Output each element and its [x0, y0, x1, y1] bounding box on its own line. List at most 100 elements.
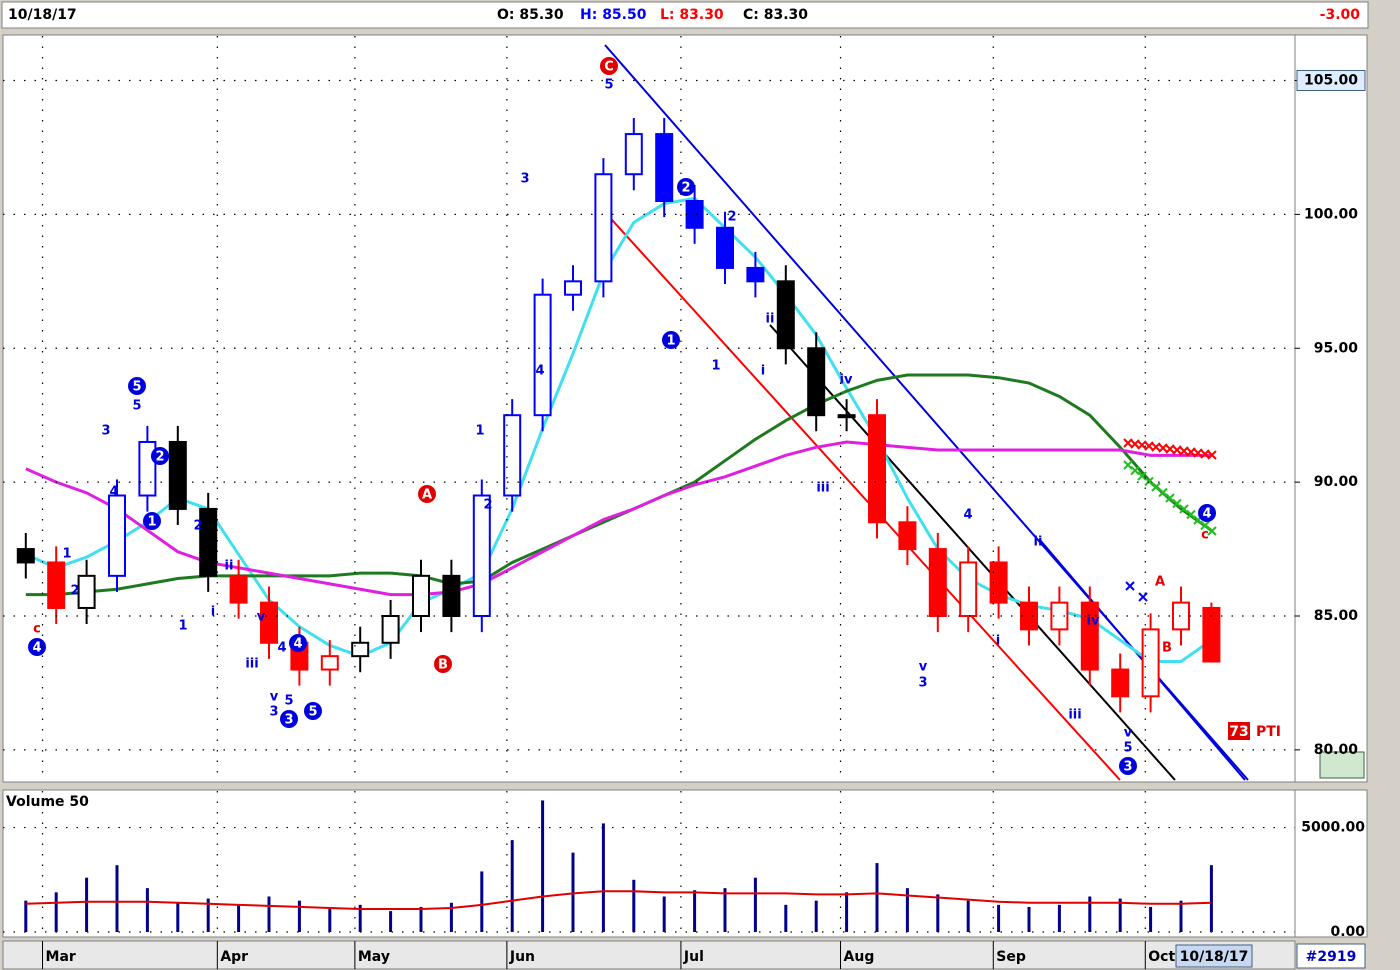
marker	[1130, 465, 1140, 476]
wave-circle	[677, 178, 695, 196]
marker	[1137, 440, 1147, 450]
wave-label: 2	[193, 519, 202, 534]
footer-id: #2919	[1306, 949, 1357, 965]
footer-date-box	[1175, 944, 1253, 968]
wave-label: c	[33, 622, 41, 637]
wave-label: iv	[840, 373, 853, 388]
volume-bar	[328, 909, 332, 932]
marker	[1151, 442, 1161, 452]
wave-label: iii	[245, 657, 258, 672]
x-tick-label: Oct	[1148, 949, 1175, 965]
volume-bar	[571, 852, 575, 932]
candle-body	[320, 655, 339, 671]
candle-body	[472, 494, 491, 618]
wave-label: 1	[147, 515, 156, 530]
wave-circle	[1119, 757, 1137, 775]
wave-label: v	[919, 660, 928, 675]
header-high: H: 85.50	[580, 7, 647, 23]
wave-label: 5	[132, 399, 141, 414]
volume-bar	[24, 900, 28, 932]
volume-bar	[267, 896, 271, 932]
volume-bar	[85, 877, 89, 932]
x-tick-label: Apr	[220, 949, 248, 965]
volume-bar	[1209, 865, 1213, 932]
marker	[1158, 443, 1168, 453]
volume-bar	[1149, 906, 1153, 932]
volume-bar	[905, 888, 909, 932]
candle-body	[746, 266, 765, 283]
wave-circle	[143, 512, 161, 530]
x-tick-label: Aug	[844, 949, 875, 965]
wave-label: 5	[132, 380, 141, 395]
marker	[1158, 487, 1168, 498]
moving-average	[25, 440, 1212, 597]
header-low: L: 83.30	[660, 7, 724, 23]
moving-average	[25, 196, 1213, 664]
header-bar	[1, 1, 1369, 29]
candle-body	[381, 615, 400, 644]
marker	[1125, 581, 1135, 591]
wave-label: ii	[1034, 535, 1043, 550]
wave-label: 1	[666, 334, 675, 349]
volume-bar	[389, 911, 393, 932]
y-tick-label: 90.00	[1314, 474, 1359, 490]
volume-bar	[115, 865, 119, 932]
marker	[1179, 504, 1189, 514]
wave-label: i	[761, 364, 765, 379]
wave-label: 2	[681, 181, 690, 196]
candle-body	[533, 293, 552, 417]
candle-body	[716, 226, 734, 269]
volume-bar	[358, 904, 362, 932]
volume-bar	[145, 888, 149, 932]
wave-label: 3	[918, 676, 927, 691]
y-tick-label: 0.00	[1330, 924, 1365, 940]
header-date: 10/18/17	[8, 7, 77, 23]
marker	[1123, 438, 1133, 448]
candle-body	[685, 200, 704, 229]
volume-title: Volume 50	[6, 794, 89, 810]
volume-bar	[632, 879, 636, 932]
candle-body	[199, 507, 218, 577]
wave-label: B	[438, 658, 448, 673]
marker	[1165, 493, 1175, 503]
candle-body	[77, 574, 96, 609]
volume-bar	[1027, 906, 1031, 932]
volume-bar	[510, 840, 514, 932]
tick-highlight	[1296, 70, 1366, 92]
marker	[1144, 476, 1154, 487]
wave-label: 1	[711, 359, 720, 374]
wave-circle	[434, 655, 452, 673]
volume-bar	[693, 890, 697, 932]
candle-body	[837, 414, 856, 419]
marker	[1137, 471, 1147, 481]
candle-body	[229, 574, 248, 604]
wave-label: A	[1155, 575, 1165, 590]
volume-bar	[753, 877, 757, 932]
wave-label: iii	[1068, 708, 1081, 723]
candle-body	[1050, 601, 1069, 631]
wave-circle	[128, 377, 146, 395]
candle-body	[594, 173, 613, 283]
marker	[1186, 509, 1196, 520]
volume-bar	[601, 823, 605, 932]
candle-body	[108, 494, 126, 577]
wave-label: B	[1162, 641, 1172, 656]
wave-label: C	[604, 60, 614, 75]
y-tick-label: 85.00	[1314, 608, 1359, 624]
wave-circle	[28, 638, 46, 656]
marker	[1186, 447, 1196, 457]
footer-date: 10/18/17	[1180, 949, 1249, 965]
wave-circle	[418, 485, 436, 503]
volume-bar	[936, 894, 940, 932]
volume-bar	[1057, 904, 1061, 932]
wave-label: 2	[727, 210, 736, 225]
wave-circle	[662, 331, 680, 349]
volume-bar	[662, 896, 666, 932]
candle-body	[655, 133, 674, 202]
volume-bar	[1088, 896, 1092, 932]
candle-body	[412, 574, 430, 617]
volume-bar	[480, 871, 484, 932]
marker	[1130, 439, 1140, 449]
corner-icon	[1319, 751, 1365, 779]
wave-circle	[151, 447, 169, 465]
